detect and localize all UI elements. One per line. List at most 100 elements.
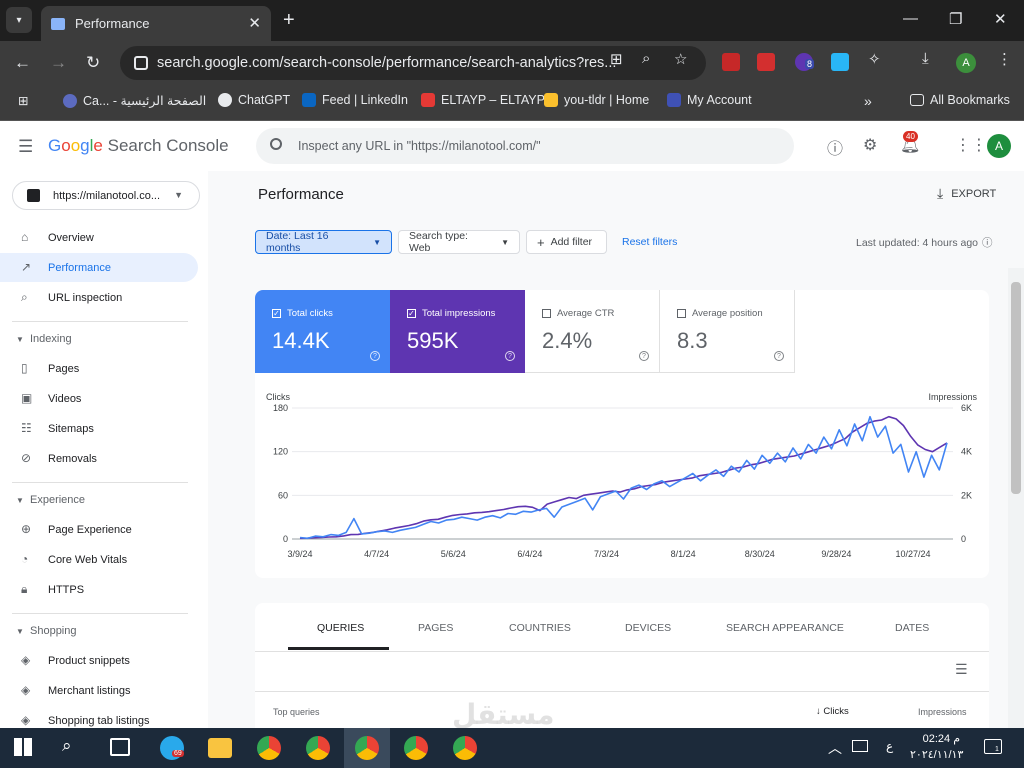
scrollbar-thumb[interactable]	[1011, 282, 1021, 494]
apps-grid-icon[interactable]: ⋮⋮	[955, 137, 987, 154]
checkbox-checked-icon: ✓	[407, 309, 416, 318]
search-type-chip[interactable]: Search type: Web ▼	[398, 230, 520, 254]
profile-avatar[interactable]: A	[956, 53, 976, 73]
sidebar-item-product-snippets[interactable]: ◈ Product snippets	[0, 646, 198, 675]
date-filter-chip[interactable]: Date: Last 16 months ▼	[255, 230, 392, 254]
kebab-menu-icon[interactable]: ⋮	[997, 51, 1012, 68]
sidebar-section-experience[interactable]: ▼ Experience	[0, 488, 198, 512]
seo-extension-icon[interactable]	[722, 53, 740, 71]
sidebar-item-https[interactable]: 🔒︎ HTTPS	[0, 575, 198, 604]
tab-devices[interactable]: DEVICES	[625, 622, 672, 634]
help-icon[interactable]: ?	[505, 351, 515, 361]
sidebar-item-merchant-listings[interactable]: ◈ Merchant listings	[0, 676, 198, 705]
metric-average-position[interactable]: Average position 8.3 ?	[660, 290, 795, 373]
close-tab-icon[interactable]: ✕	[248, 15, 261, 32]
taskbar-clock[interactable]: 02:24 م ٢٠٢٤/١١/١٣	[910, 732, 963, 761]
back-icon[interactable]: ←	[14, 53, 31, 72]
chrome-icon[interactable]	[355, 736, 379, 760]
column-clicks[interactable]: ↓ Clicks	[816, 706, 849, 717]
notification-center-icon[interactable]: 1	[984, 739, 1002, 754]
sidebar-section-shopping[interactable]: ▼ Shopping	[0, 619, 198, 643]
help-icon[interactable]: ?	[639, 351, 649, 361]
help-icon[interactable]: ⓘ	[982, 237, 993, 249]
tab-pages[interactable]: PAGES	[418, 622, 454, 634]
new-tab-button[interactable]: +	[283, 9, 295, 31]
chrome-icon[interactable]	[306, 736, 330, 760]
chrome-icon[interactable]	[453, 736, 477, 760]
property-selector[interactable]: https://milanotool.co... ▼	[12, 181, 200, 210]
telegram-icon[interactable]: 69	[160, 736, 184, 760]
tab-countries[interactable]: COUNTRIES	[509, 622, 571, 634]
export-button[interactable]: ⤓ EXPORT	[937, 185, 996, 202]
add-filter-button[interactable]: + Add filter	[526, 230, 607, 254]
account-avatar[interactable]: A	[987, 134, 1011, 158]
sidebar-item-page-experience[interactable]: ⊕ Page Experience	[0, 515, 198, 544]
sidebar-item-core-web-vitals[interactable]: ◔ Core Web Vitals	[0, 545, 198, 574]
sidebar-item-videos[interactable]: ▣ Videos	[0, 384, 198, 413]
chrome-icon[interactable]	[404, 736, 428, 760]
tab-queries[interactable]: QUERIES	[317, 622, 365, 634]
last-updated: Last updated: 4 hours ago ⓘ	[856, 235, 993, 250]
help-icon[interactable]: ?	[370, 351, 380, 361]
reset-filters-link[interactable]: Reset filters	[622, 236, 678, 248]
bookmark-3[interactable]: Feed | LinkedIn	[302, 93, 408, 107]
sidebar-item-url-inspection[interactable]: ⌕ URL inspection	[0, 283, 198, 312]
translate-icon[interactable]: ⊞	[610, 51, 623, 68]
bookmark-star-icon[interactable]: ☆	[674, 51, 688, 68]
browser-tab-active[interactable]: Performance ✕	[41, 6, 271, 41]
forward-icon[interactable]: →	[50, 53, 67, 72]
bookmark-4[interactable]: ELTAYP – ELTAYP	[421, 93, 545, 107]
zoom-icon[interactable]: ⌕	[642, 50, 651, 67]
windows-start-icon[interactable]	[14, 738, 32, 756]
hamburger-menu-icon[interactable]: ☰	[18, 137, 34, 156]
user-settings-icon[interactable]: ⚙	[863, 137, 878, 154]
more-bookmarks-icon[interactable]: »	[864, 93, 872, 109]
filter-rows-icon[interactable]: ☰	[955, 661, 968, 677]
task-view-icon[interactable]	[110, 738, 130, 756]
chrome-icon[interactable]	[257, 736, 281, 760]
sidebar-section-indexing[interactable]: ▼ Indexing	[0, 327, 198, 351]
sidebar-item-overview[interactable]: ⌂ Overview	[0, 223, 198, 252]
url-bar[interactable]: search.google.com/search-console/perform…	[120, 46, 706, 80]
sidebar-item-removals[interactable]: ⊘ Removals	[0, 444, 198, 473]
bookmark-5[interactable]: you-tldr | Home	[544, 93, 649, 107]
url-inspect-search[interactable]: Inspect any URL in "https://milanotool.c…	[256, 128, 794, 164]
help-icon[interactable]: ⓘ	[827, 141, 844, 158]
minimize-icon[interactable]: —	[903, 10, 918, 27]
chevron-up-icon[interactable]: ︿	[828, 740, 842, 756]
tab-dates[interactable]: DATES	[895, 622, 930, 634]
all-bookmarks[interactable]: All Bookmarks	[910, 93, 1010, 107]
apps-grid-icon[interactable]: ⊞	[18, 94, 29, 108]
bookmark-label: My Account	[687, 93, 752, 107]
close-window-icon[interactable]: ✕	[994, 11, 1007, 28]
file-explorer-icon[interactable]	[208, 738, 232, 758]
m-extension-icon[interactable]	[831, 53, 849, 71]
s-extension-icon[interactable]	[757, 53, 775, 71]
site-info-icon[interactable]	[134, 56, 148, 70]
search-icon[interactable]: ⌕	[62, 736, 72, 755]
bookmark-6[interactable]: My Account	[667, 93, 752, 107]
sidebar-item-pages[interactable]: ▯ Pages	[0, 354, 198, 383]
tab-title: Performance	[75, 16, 150, 31]
sidebar-item-performance[interactable]: ↗ Performance	[0, 253, 198, 282]
restore-icon[interactable]: ❐	[949, 11, 963, 28]
tab-search-button[interactable]: ▾	[6, 7, 32, 33]
purple-extension-icon[interactable]: 8	[795, 53, 815, 71]
page-scrollbar[interactable]	[1008, 268, 1024, 728]
column-impressions[interactable]: Impressions	[918, 707, 967, 717]
metric-total-clicks[interactable]: ✓ Total clicks 14.4K ?	[255, 290, 390, 373]
sidebar-item-sitemaps[interactable]: ☷ Sitemaps	[0, 414, 198, 443]
language-indicator[interactable]: ع	[886, 739, 894, 753]
bookmark-1[interactable]: Ca... - الصفحة الرئيسية	[63, 93, 206, 108]
bookmark-2[interactable]: ChatGPT	[218, 93, 290, 107]
download-icon[interactable]: ⤓	[922, 50, 929, 67]
extensions-puzzle-icon[interactable]: ✧	[868, 51, 881, 68]
reload-icon[interactable]: ↻	[86, 53, 101, 72]
tab-search-appearance[interactable]: SEARCH APPEARANCE	[726, 622, 844, 634]
metric-total-impressions[interactable]: ✓ Total impressions 595K ?	[390, 290, 525, 373]
metric-average-ctr[interactable]: Average CTR 2.4% ?	[525, 290, 660, 373]
search-console-logo[interactable]: Google Search Console	[48, 136, 229, 156]
help-icon[interactable]: ?	[774, 351, 784, 361]
sidebar-item-shopping-tab-listings[interactable]: ◈ Shopping tab listings	[0, 706, 198, 728]
network-icon[interactable]	[852, 740, 868, 752]
